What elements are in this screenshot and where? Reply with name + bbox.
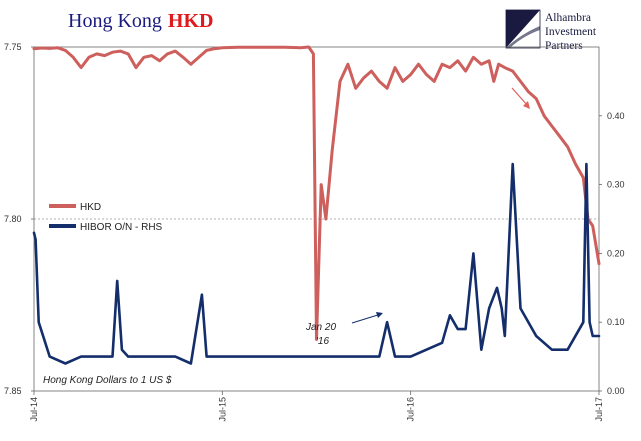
annotation-arrow-blue: [351, 312, 383, 324]
left-tick-label: 7.80: [4, 214, 22, 224]
right-tick-label: 0.00: [607, 386, 625, 396]
x-tick-label: Jul-16: [406, 397, 416, 422]
left-tick-label: 7.85: [4, 386, 22, 396]
x-tick-label: Jul-17: [594, 397, 604, 422]
annotation-jan20-line2: '16: [316, 336, 329, 347]
annotation-jan20-line1: Jan 20: [305, 322, 336, 333]
right-tick-label: 0.20: [607, 248, 625, 258]
x-tick-label: Jul-15: [217, 397, 227, 422]
chart-title: Hong Kong HKD: [68, 10, 213, 32]
chart-note: Hong Kong Dollars to 1 US $: [43, 375, 172, 386]
series-hibor-line: [32, 162, 601, 365]
logo-line3: Partners: [545, 40, 583, 52]
legend: HKD HIBOR O/N - RHS: [49, 202, 163, 233]
logo-emblem-icon: [505, 9, 541, 49]
right-tick-label: 0.40: [607, 111, 625, 121]
series-hkd-line: [32, 45, 601, 341]
legend-hibor-label: HIBOR O/N - RHS: [80, 222, 163, 233]
right-tick-label: 0.30: [607, 180, 625, 190]
legend-hkd-label: HKD: [80, 202, 101, 213]
x-tick-label: Jul-14: [29, 397, 39, 422]
logo-line2: Investment: [545, 26, 597, 38]
series-layer: [32, 45, 601, 365]
axis-layer: 7.75 7.80 7.85 0.00 0.10 0.20 0.30 0.40 Jul-14 Ju…: [4, 42, 625, 422]
annotation-arrow-red: [511, 87, 530, 109]
logo-line1: Alhambra: [545, 12, 591, 24]
right-tick-label: 0.10: [607, 317, 625, 327]
title-prefix: Hong Kong: [68, 10, 162, 32]
title-suffix: HKD: [168, 10, 214, 32]
left-tick-label: 7.75: [4, 42, 22, 52]
logo: Alhambra Investment Partners: [505, 9, 597, 52]
